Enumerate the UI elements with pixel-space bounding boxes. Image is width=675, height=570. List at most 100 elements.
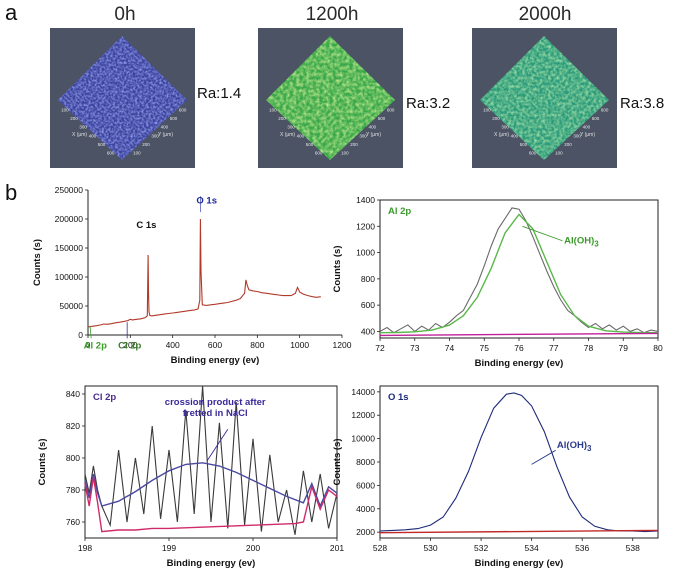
topography-map-1200h: 1200h X (μm) Y (μm) xyxy=(258,4,403,168)
map-tick-label: 300 xyxy=(287,125,295,130)
x-tick-label: 77 xyxy=(549,343,559,353)
map-tick-label: 400 xyxy=(583,125,591,130)
y-tick-label: 250000 xyxy=(55,185,84,195)
annotation-arrow xyxy=(522,225,563,242)
map-tick-label: 300 xyxy=(573,133,581,138)
chart-cl2p-spectrum: 198 199 200 201 760 780 800 820 840 Binding energ… xyxy=(37,385,344,569)
annotation-label: Cl 2p xyxy=(118,340,141,351)
x-axis-label: Binding energy (ev) xyxy=(475,558,564,569)
topography-map-0h: 0h X (μm) Y (μm) xyxy=(50,4,195,168)
x-tick-label: 200 xyxy=(246,543,260,553)
map-tick-label: 200 xyxy=(564,142,572,147)
map-tick-label: 600 xyxy=(315,150,323,155)
x-tick-label: 199 xyxy=(162,543,176,553)
plot-frame xyxy=(84,385,338,539)
x-axis-label: Binding energy (ev) xyxy=(167,558,256,569)
annotation-label: Al(OH)3 xyxy=(557,440,592,453)
chart-o1s-spectrum: 528 530 532 534 536 538 2000 4000 6000 8000 10000 1… xyxy=(332,385,659,569)
x-tick-label: 0 xyxy=(86,340,91,350)
x-tick-label: 79 xyxy=(619,343,629,353)
x-tick-label: 74 xyxy=(445,343,455,353)
y-tick-label: 840 xyxy=(66,389,80,399)
map-xaxis-0h: X (μm) xyxy=(72,132,87,138)
y-tick-label: 10000 xyxy=(351,434,375,444)
x-tick-label: 200 xyxy=(123,340,137,350)
map-tick-label: 300 xyxy=(79,125,87,130)
x-axis-label: Binding energy (ev) xyxy=(171,355,260,366)
annotation-label: Al 2p xyxy=(84,340,107,351)
map-tick-label: 300 xyxy=(501,125,509,130)
x-tick-label: 75 xyxy=(480,343,490,353)
series-survey xyxy=(87,218,321,328)
y-tick-label: 800 xyxy=(66,453,80,463)
y-tick-label: 100000 xyxy=(55,272,84,282)
map-title-1200h: 1200h xyxy=(306,4,359,25)
series-envelope xyxy=(84,462,338,508)
y-tick-label: 0 xyxy=(78,330,83,340)
y-tick-label: 400 xyxy=(361,326,375,336)
map-yaxis-0h: Y (μm) xyxy=(158,132,173,138)
ra-value-0h: Ra:1.4 xyxy=(197,85,241,102)
panel-b-label: b xyxy=(5,180,17,205)
x-tick-label: 538 xyxy=(626,543,640,553)
map-xaxis-2000h: X (μm) xyxy=(494,132,509,138)
map-tick-label: 200 xyxy=(350,142,358,147)
series-baseline xyxy=(84,477,338,533)
chart-survey-spectrum: 0 200 400 600 800 1000 1200 0 50000 100000 150000 2… xyxy=(32,185,352,366)
map-tick-label: 100 xyxy=(61,108,69,113)
map-tick-label: 300 xyxy=(151,133,159,138)
y-axis-label: Counts (s) xyxy=(332,246,343,293)
chart-al2p-spectrum: 72 73 74 75 76 77 78 79 80 400 600 800 1000 1200 1400 B… xyxy=(332,195,663,369)
y-tick-label: 12000 xyxy=(351,410,375,420)
map-tick-label: 500 xyxy=(98,142,106,147)
map-tick-label: 200 xyxy=(492,116,500,121)
y-tick-label: 150000 xyxy=(55,243,84,253)
x-tick-label: 72 xyxy=(375,343,385,353)
map-tick-label: 200 xyxy=(278,116,286,121)
chart-title: Cl 2p xyxy=(93,392,116,403)
y-axis-label: Counts (s) xyxy=(37,439,48,486)
map-tick-label: 500 xyxy=(378,116,386,121)
y-tick-label: 14000 xyxy=(351,387,375,397)
x-tick-label: 400 xyxy=(166,340,180,350)
x-tick-label: 73 xyxy=(410,343,420,353)
x-tick-label: 600 xyxy=(208,340,222,350)
map-tick-label: 500 xyxy=(306,142,314,147)
panel-a-label: a xyxy=(5,0,18,25)
map-tick-label: 600 xyxy=(529,150,537,155)
chart-title: O 1s xyxy=(388,392,409,403)
map-tick-label: 600 xyxy=(387,108,395,113)
x-tick-label: 530 xyxy=(423,543,437,553)
y-tick-label: 760 xyxy=(66,517,80,527)
map-tick-label: 500 xyxy=(520,142,528,147)
y-axis-label: Counts (s) xyxy=(32,239,43,286)
series-raw xyxy=(379,207,659,334)
map-tick-label: 100 xyxy=(269,108,277,113)
series-raw xyxy=(379,392,659,533)
ra-value-2000h: Ra:3.8 xyxy=(620,95,664,112)
map-tick-label: 400 xyxy=(89,133,97,138)
map-tick-label: 100 xyxy=(341,150,349,155)
y-tick-label: 800 xyxy=(361,274,375,284)
x-tick-label: 76 xyxy=(514,343,524,353)
annotation-label: O 1s xyxy=(196,195,217,206)
map-tick-label: 500 xyxy=(592,116,600,121)
annotation-label: crossion product after fretted in NaCl xyxy=(165,397,266,419)
x-tick-label: 528 xyxy=(373,543,387,553)
map-tick-label: 100 xyxy=(483,108,491,113)
map-tick-label: 200 xyxy=(70,116,78,121)
y-tick-label: 1000 xyxy=(356,248,375,258)
x-tick-label: 532 xyxy=(474,543,488,553)
map-tick-label: 400 xyxy=(369,125,377,130)
y-tick-label: 1200 xyxy=(356,221,375,231)
map-tick-label: 600 xyxy=(179,108,187,113)
map-tick-label: 200 xyxy=(142,142,150,147)
y-tick-label: 820 xyxy=(66,421,80,431)
x-tick-label: 800 xyxy=(250,340,264,350)
map-tick-label: 600 xyxy=(107,150,115,155)
x-tick-label: 1200 xyxy=(333,340,352,350)
map-tick-label: 400 xyxy=(297,133,305,138)
annotation-arrow xyxy=(206,428,229,462)
map-tick-label: 400 xyxy=(161,125,169,130)
